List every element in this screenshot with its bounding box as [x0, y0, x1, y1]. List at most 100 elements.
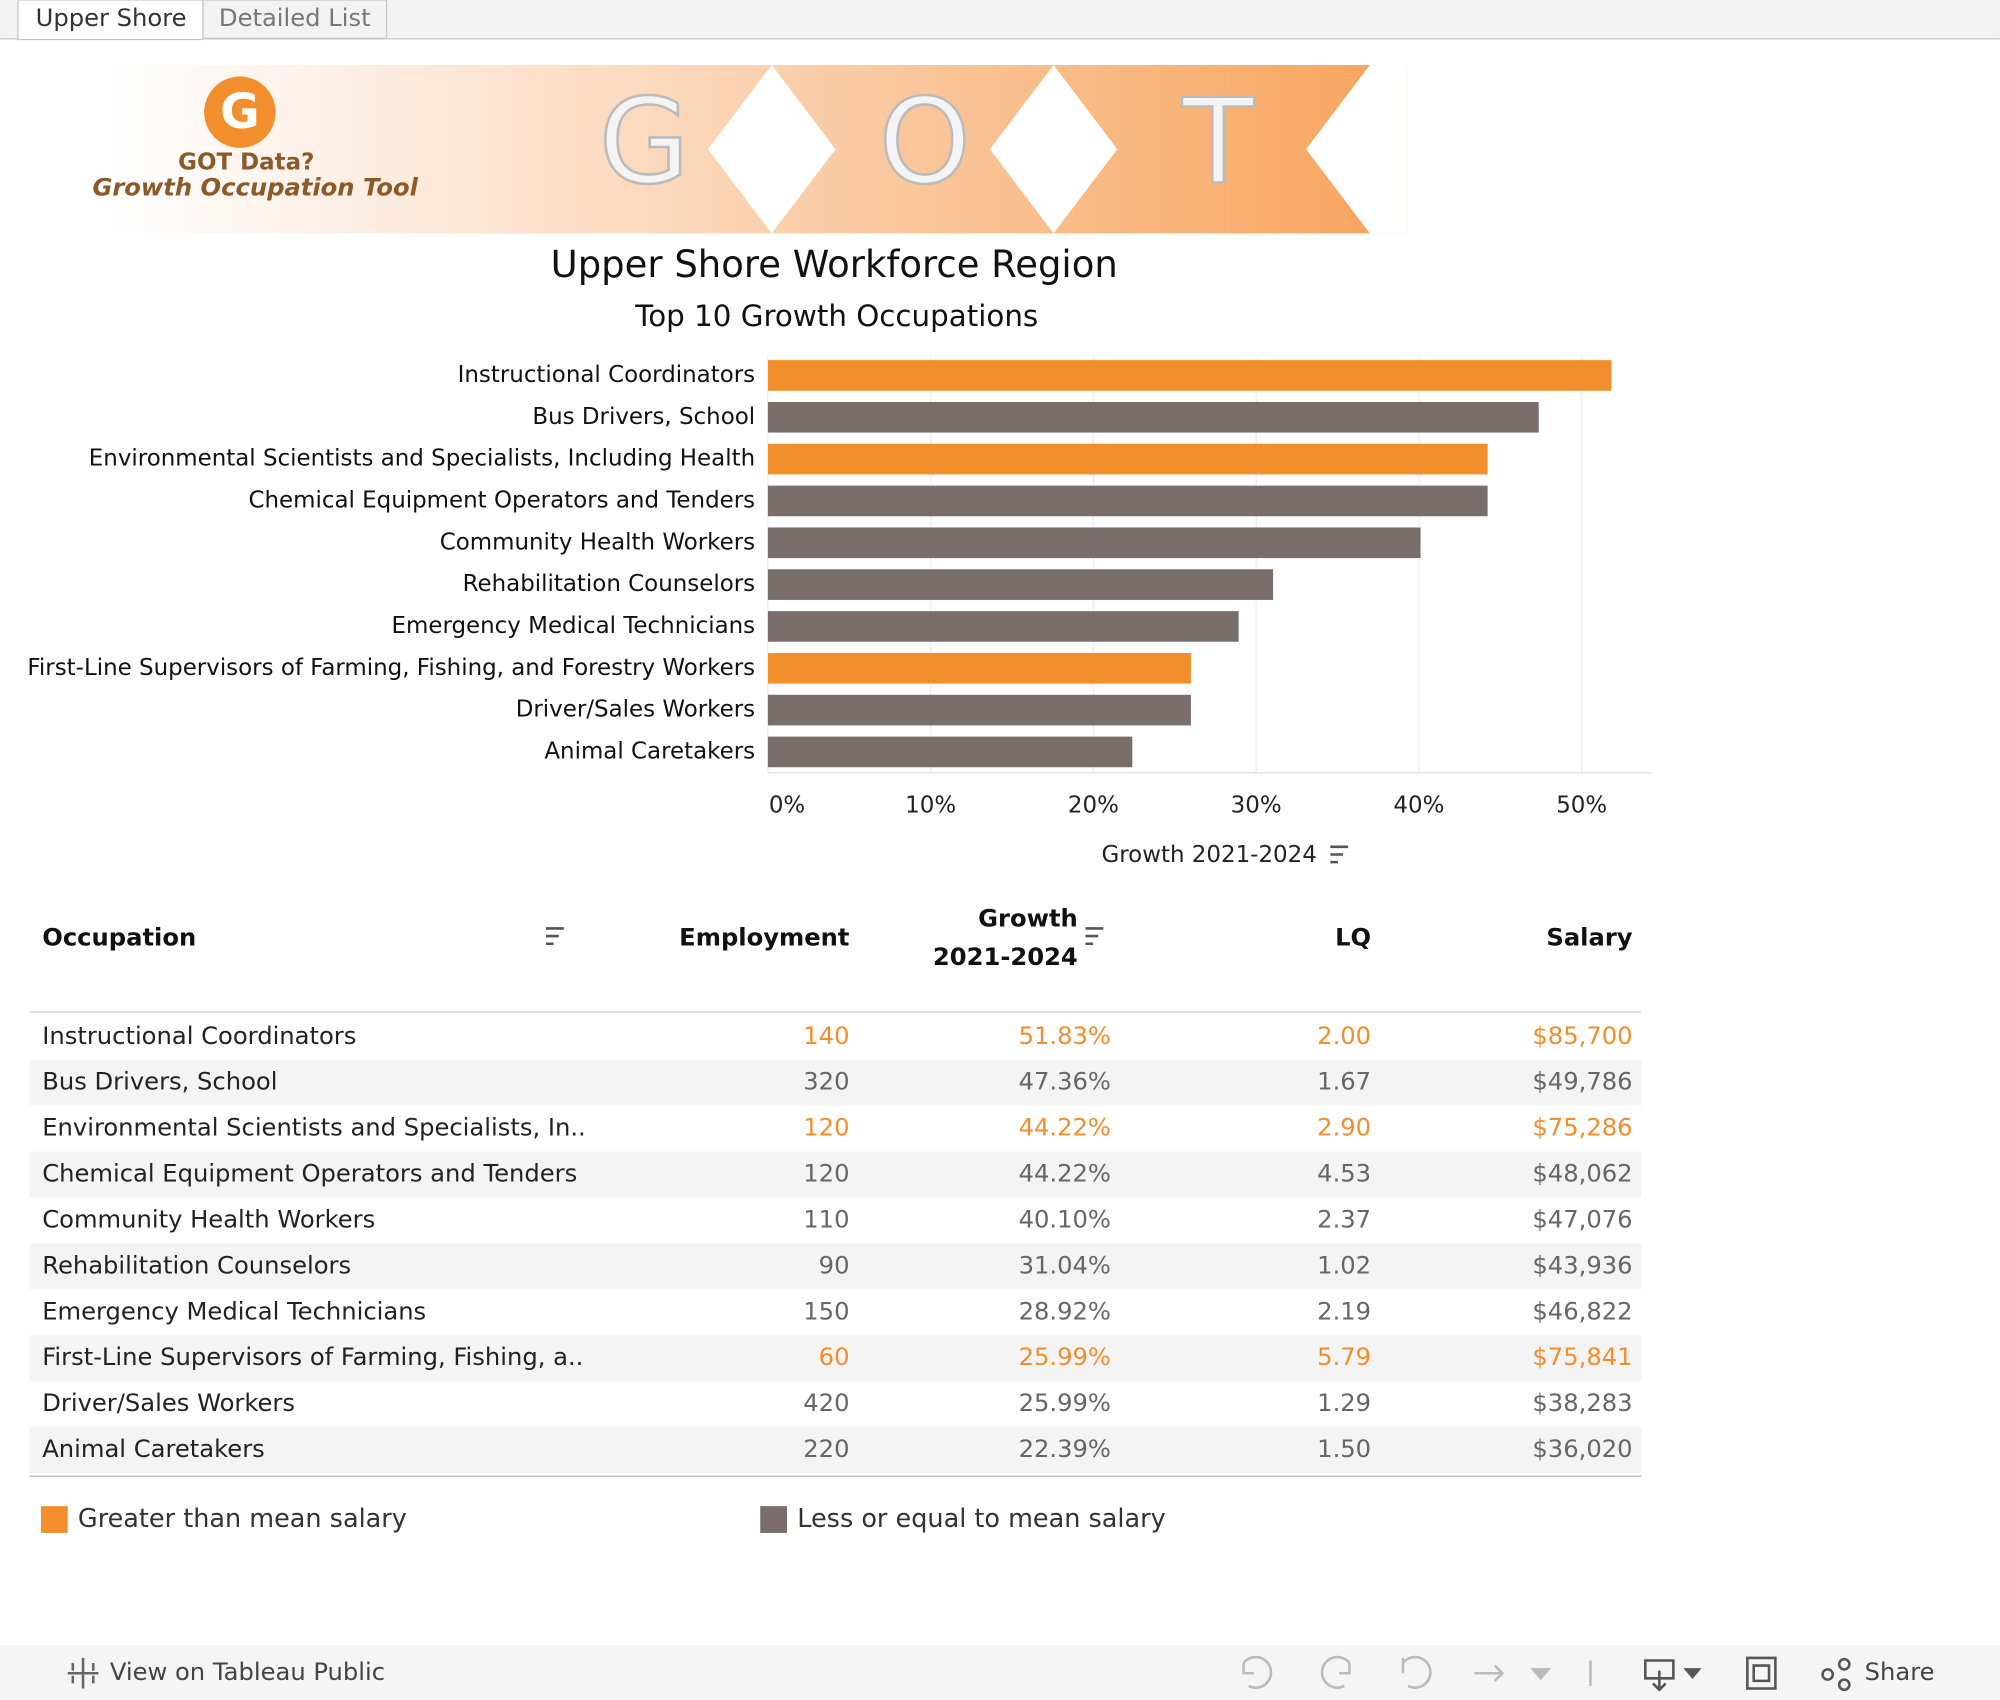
y-tick-label: Community Health Workers: [440, 529, 755, 555]
bar: [767, 485, 1488, 517]
cell: 5.79: [1317, 1343, 1371, 1371]
row-stripe: [29, 1243, 1642, 1290]
banner-letter: T: [1181, 74, 1254, 211]
cell: 2.90: [1317, 1114, 1371, 1142]
column-header: Occupation: [42, 924, 196, 952]
bar: [767, 443, 1488, 475]
sort-icon[interactable]: [1330, 845, 1349, 864]
cell: 1.50: [1317, 1435, 1371, 1463]
cell: $85,700: [1532, 1022, 1632, 1050]
cell: 1.67: [1317, 1068, 1371, 1096]
tab[interactable]: [202, 0, 388, 39]
y-tick-label: Emergency Medical Technicians: [391, 613, 755, 639]
cell: $47,076: [1532, 1205, 1632, 1233]
tableau-icon[interactable]: [67, 1657, 99, 1689]
dropdown-icon[interactable]: [1683, 1668, 1702, 1680]
x-axis-title: Growth 2021-2024: [1101, 842, 1316, 868]
row-header: Chemical Equipment Operators and Tenders: [42, 1160, 577, 1188]
row-stripe: [29, 1151, 1642, 1198]
cell: 31.04%: [1019, 1251, 1111, 1279]
x-tick-label: 50%: [1556, 793, 1607, 819]
sort-icon[interactable]: [1085, 927, 1104, 946]
row-stripe: [29, 1427, 1642, 1473]
diamond: [1306, 65, 1407, 234]
logo-letter: G: [220, 84, 260, 140]
logo-text: GOT Data?: [178, 150, 314, 176]
cell: 420: [803, 1389, 849, 1417]
fullscreen-icon[interactable]: [1746, 1656, 1777, 1690]
legend-label: Greater than mean salary: [78, 1504, 407, 1534]
download-icon[interactable]: [1644, 1659, 1675, 1692]
cell: 220: [803, 1435, 849, 1463]
cell: 320: [803, 1068, 849, 1096]
share-button[interactable]: Share: [1865, 1658, 1935, 1686]
redo-icon: [1320, 1655, 1351, 1689]
x-tick-label: 10%: [905, 793, 956, 819]
cell: $38,283: [1532, 1389, 1632, 1417]
bar: [767, 736, 1133, 768]
y-tick-label: Animal Caretakers: [544, 738, 755, 764]
cell: 28.92%: [1019, 1297, 1111, 1325]
bar: [767, 401, 1539, 433]
sort-icon[interactable]: [545, 927, 564, 946]
share-icon[interactable]: [1821, 1668, 1835, 1681]
row-header: Bus Drivers, School: [42, 1068, 277, 1096]
toolbar[interactable]: [1644, 1656, 1851, 1692]
y-tick-label: Driver/Sales Workers: [516, 697, 755, 723]
tab-active[interactable]: [17, 0, 204, 41]
x-tick-label: 30%: [1231, 793, 1282, 819]
bar: [767, 569, 1274, 600]
chart-title: Upper Shore Workforce Region: [551, 243, 1118, 286]
y-tick-label: Rehabilitation Counselors: [463, 571, 756, 597]
bar: [767, 527, 1421, 559]
footer-link[interactable]: View on Tableau Public: [110, 1658, 385, 1686]
cell: 51.83%: [1019, 1022, 1111, 1050]
x-tick-label: 40%: [1393, 793, 1444, 819]
cell: $75,841: [1532, 1343, 1632, 1371]
share-icon[interactable]: [1837, 1657, 1851, 1671]
diamond: [707, 65, 836, 234]
y-tick-label: Environmental Scientists and Specialists…: [89, 446, 755, 472]
row-header: Environmental Scientists and Specialists…: [42, 1114, 586, 1142]
share-icon[interactable]: [1837, 1678, 1851, 1692]
cell: 2.37: [1317, 1205, 1371, 1233]
tab-label[interactable]: Detailed List: [219, 4, 371, 32]
cell: 2.00: [1317, 1022, 1371, 1050]
y-tick-label: First-Line Supervisors of Farming, Fishi…: [27, 655, 755, 681]
refresh-icon: [1474, 1664, 1505, 1682]
cell: $75,286: [1532, 1114, 1632, 1142]
bar: [767, 360, 1612, 391]
bar: [767, 694, 1191, 726]
banner-letter: G: [599, 74, 690, 211]
bar: [767, 652, 1191, 684]
cell: 1.02: [1317, 1251, 1371, 1279]
row-header: Animal Caretakers: [42, 1435, 265, 1463]
cell: $46,822: [1532, 1297, 1632, 1325]
revert-icon: [1401, 1655, 1432, 1689]
column-header: Employment: [679, 924, 850, 952]
cell: 150: [803, 1297, 849, 1325]
cell: 40.10%: [1019, 1205, 1111, 1233]
y-tick-label: Instructional Coordinators: [458, 362, 756, 388]
tab-label[interactable]: Upper Shore: [36, 4, 187, 32]
cell: 25.99%: [1019, 1343, 1111, 1371]
row-stripe: [29, 1335, 1642, 1382]
plot: 0% 10% 20% 30% 40% 50% Instructional Coordinat…: [27, 354, 1652, 819]
y-tick-label: Bus Drivers, School: [532, 404, 755, 430]
cell: 90: [819, 1251, 850, 1279]
cell: $48,062: [1532, 1160, 1632, 1188]
footer-bar: [0, 1645, 2000, 1700]
cell: 4.53: [1317, 1160, 1371, 1188]
cell: 140: [803, 1022, 849, 1050]
cell: 2.19: [1317, 1297, 1371, 1325]
cell: 44.22%: [1019, 1160, 1111, 1188]
y-tick-label: Chemical Equipment Operators and Tenders: [248, 487, 755, 513]
table: Occupation Employment Growth 2021-2024 LQ Sal…: [29, 905, 1642, 1477]
x-tick-label: 0%: [769, 793, 805, 819]
cell: 22.39%: [1019, 1435, 1111, 1463]
undo-icon: [1242, 1655, 1273, 1689]
row-header: Emergency Medical Technicians: [42, 1297, 426, 1325]
row-header: First-Line Supervisors of Farming, Fishi…: [42, 1343, 583, 1371]
